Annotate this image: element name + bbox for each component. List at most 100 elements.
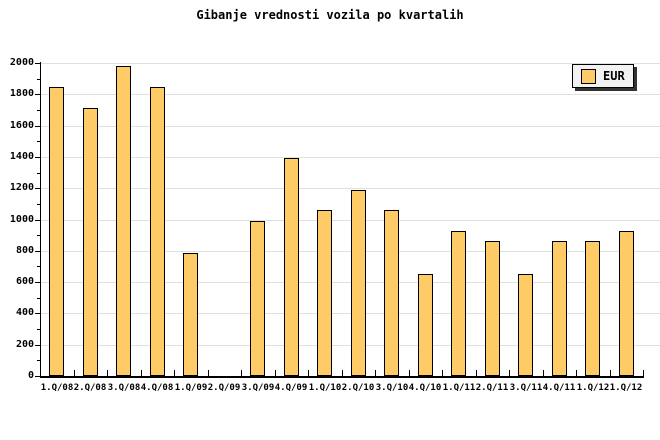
x-tick-label: 4.Q/10 — [408, 383, 442, 393]
gridline — [40, 63, 660, 64]
y-tick-label: 1200 — [9, 182, 34, 193]
x-axis-tick — [476, 370, 477, 376]
legend: EUR — [572, 64, 634, 88]
x-axis-tick — [576, 370, 577, 376]
x-tick-label: 3.Q/09 — [241, 383, 275, 393]
x-axis-tick — [241, 370, 242, 376]
bar — [384, 210, 399, 376]
x-tick-label: 3.Q/08 — [107, 383, 141, 393]
x-axis-tick — [342, 370, 343, 376]
y-axis-minor-tick — [37, 329, 40, 330]
y-axis-major-tick — [35, 376, 40, 377]
bar — [351, 190, 366, 376]
y-tick-label: 0 — [27, 370, 34, 381]
y-tick-label: 600 — [15, 276, 34, 287]
legend-swatch-icon — [581, 68, 596, 84]
y-axis-minor-tick — [37, 235, 40, 236]
y-axis-minor-tick — [37, 79, 40, 80]
bar — [284, 158, 299, 376]
bar — [518, 274, 533, 376]
x-tick-label: 1.Q/08 — [40, 383, 74, 393]
x-tick-label: 2.Q/09 — [207, 383, 241, 393]
gridline — [40, 345, 660, 346]
bar — [83, 108, 98, 376]
y-tick-label: 800 — [15, 245, 34, 256]
x-tick-label: 1.Q/09 — [174, 383, 208, 393]
y-axis-major-tick — [35, 188, 40, 189]
x-tick-label: 1.Q/12 — [576, 383, 610, 393]
bar — [49, 87, 64, 376]
y-axis-major-tick — [35, 345, 40, 346]
bar — [250, 221, 265, 376]
gridline — [40, 188, 660, 189]
x-axis-tick — [208, 370, 209, 376]
y-axis-major-tick — [35, 220, 40, 221]
x-axis-tick — [74, 370, 75, 376]
x-axis-tick — [375, 370, 376, 376]
y-axis-major-tick — [35, 251, 40, 252]
gridline — [40, 282, 660, 283]
x-axis-tick — [543, 370, 544, 376]
y-axis-major-tick — [35, 63, 40, 64]
x-axis-tick — [610, 370, 611, 376]
y-axis-minor-tick — [37, 141, 40, 142]
bar — [116, 66, 131, 376]
y-tick-label: 1400 — [9, 151, 34, 162]
x-tick-label: 1.Q/10 — [308, 383, 342, 393]
y-axis-line — [40, 62, 41, 377]
x-axis-tick — [509, 370, 510, 376]
y-axis-major-tick — [35, 94, 40, 95]
x-axis-tick — [107, 370, 108, 376]
x-axis-tick — [643, 370, 644, 376]
y-axis-minor-tick — [37, 360, 40, 361]
x-tick-label: 1.Q/11 — [442, 383, 476, 393]
x-axis-tick — [141, 370, 142, 376]
bar — [183, 253, 198, 376]
x-tick-label: 3.Q/11 — [509, 383, 543, 393]
y-tick-label: 200 — [15, 339, 34, 350]
y-tick-label: 1800 — [9, 88, 34, 99]
y-tick-label: 2000 — [9, 57, 34, 68]
bar — [451, 231, 466, 376]
gridline — [40, 157, 660, 158]
bar — [150, 87, 165, 376]
gridline — [40, 220, 660, 221]
y-axis-minor-tick — [37, 266, 40, 267]
y-axis-major-tick — [35, 313, 40, 314]
bar — [585, 241, 600, 376]
y-axis-major-tick — [35, 126, 40, 127]
y-axis-minor-tick — [37, 298, 40, 299]
x-tick-label: 2.Q/10 — [341, 383, 375, 393]
x-tick-label: 2.Q/11 — [475, 383, 509, 393]
x-axis-tick — [174, 370, 175, 376]
bar — [418, 274, 433, 376]
y-axis-major-tick — [35, 282, 40, 283]
bar — [485, 241, 500, 376]
x-axis-tick — [275, 370, 276, 376]
legend-label: EUR — [603, 69, 625, 83]
x-tick-label: 2.Q/08 — [73, 383, 107, 393]
y-tick-label: 1000 — [9, 214, 34, 225]
y-axis-minor-tick — [37, 204, 40, 205]
gridline — [40, 313, 660, 314]
y-axis-minor-tick — [37, 110, 40, 111]
x-axis-tick — [308, 370, 309, 376]
gridline — [40, 94, 660, 95]
y-tick-label: 400 — [15, 307, 34, 318]
x-axis-tick — [409, 370, 410, 376]
y-axis-minor-tick — [37, 173, 40, 174]
x-tick-label: 1.Q/12 — [609, 383, 643, 393]
y-tick-label: 1600 — [9, 120, 34, 131]
x-tick-label: 4.Q/09 — [274, 383, 308, 393]
bar — [619, 231, 634, 376]
x-axis-line — [40, 376, 644, 378]
bar — [552, 241, 567, 376]
x-tick-label: 4.Q/08 — [140, 383, 174, 393]
y-axis-major-tick — [35, 157, 40, 158]
gridline — [40, 251, 660, 252]
bar — [317, 210, 332, 376]
gridline — [40, 126, 660, 127]
x-axis-tick — [442, 370, 443, 376]
chart-title: Gibanje vrednosti vozila po kvartalih — [196, 8, 464, 22]
